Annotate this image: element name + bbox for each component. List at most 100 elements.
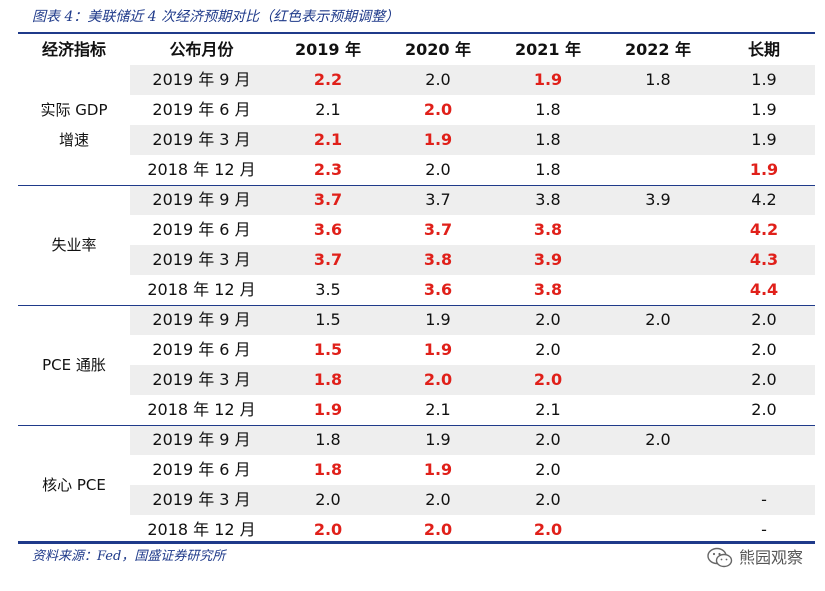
month-cell: 2019 年 6 月 (152, 220, 251, 239)
month-cell: 2019 年 3 月 (152, 130, 251, 149)
table-row: 2019 年 6 月 1.8 1.9 2.0 (130, 455, 815, 485)
header-2022: 2022 年 (624, 40, 692, 59)
value-cell: 2.1 (425, 400, 451, 419)
value-cell: 1.8 (535, 130, 561, 149)
value-cell: 4.2 (751, 190, 777, 209)
group-separator (18, 425, 815, 426)
table-row: 2019 年 6 月 1.5 1.9 2.0 2.0 (130, 335, 815, 365)
value-cell: 2.0 (645, 430, 671, 449)
value-cell: 2.0 (751, 310, 777, 329)
value-cell: 1.8 (313, 370, 343, 389)
value-cell: 3.9 (645, 190, 671, 209)
value-cell: 2.2 (313, 70, 343, 89)
value-cell: 3.5 (315, 280, 341, 299)
indicator-group: 失业率 2019 年 9 月 3.7 3.7 3.8 3.9 4.2 2019 年 6 月 3.… (18, 185, 815, 305)
figure-title: 图表 4：美联储近 4 次经济预期对比（红色表示预期调整） (32, 9, 400, 25)
value-cell: 1.8 (315, 430, 341, 449)
indicator-label: 失业率 (18, 185, 130, 305)
value-cell: 1.9 (751, 130, 777, 149)
header-2021: 2021 年 (514, 40, 582, 59)
value-cell: 4.3 (749, 250, 779, 269)
value-cell: 1.9 (751, 70, 777, 89)
value-cell: 2.0 (751, 370, 777, 389)
value-cell (603, 455, 713, 485)
value-cell: 2.0 (423, 370, 453, 389)
header-2019: 2019 年 (294, 40, 362, 59)
value-cell: 3.8 (533, 220, 563, 239)
value-cell: 1.8 (535, 160, 561, 179)
value-cell: 2.0 (751, 400, 777, 419)
table-row: 2019 年 3 月 2.1 1.9 1.8 1.9 (130, 125, 815, 155)
value-cell: 3.6 (423, 280, 453, 299)
indicator-label: 核心 PCE (18, 425, 130, 545)
indicator-label-line: 增速 (58, 131, 89, 149)
table-row: 2019 年 9 月 1.5 1.9 2.0 2.0 2.0 (130, 305, 815, 335)
value-cell: 2.1 (313, 130, 343, 149)
indicator-label-line: 失业率 (51, 236, 97, 254)
group-separator (18, 305, 815, 306)
value-cell: 1.9 (313, 400, 343, 419)
value-cell: 1.9 (751, 100, 777, 119)
value-cell: 4.2 (749, 220, 779, 239)
month-cell: 2019 年 3 月 (152, 250, 251, 269)
month-cell: 2019 年 3 月 (152, 370, 251, 389)
month-cell: 2018 年 12 月 (147, 160, 256, 179)
month-cell: 2018 年 12 月 (147, 280, 256, 299)
value-cell: 2.0 (645, 310, 671, 329)
value-cell: 2.0 (423, 520, 453, 539)
value-cell (603, 155, 713, 185)
value-cell: 2.3 (313, 160, 343, 179)
value-cell: 3.8 (535, 190, 561, 209)
value-cell: 2.1 (315, 100, 341, 119)
indicator-label-line: PCE 通胀 (42, 356, 106, 374)
month-cell: 2019 年 9 月 (152, 310, 251, 329)
table-row: 2019 年 9 月 3.7 3.7 3.8 3.9 4.2 (130, 185, 815, 215)
group-separator (18, 185, 815, 186)
value-cell: 2.0 (533, 370, 563, 389)
value-cell: 1.9 (423, 460, 453, 479)
month-cell: 2019 年 9 月 (152, 190, 251, 209)
indicator-group: 核心 PCE 2019 年 9 月 1.8 1.9 2.0 2.0 2019 年 6 月 1.… (18, 425, 815, 545)
value-cell: 3.8 (423, 250, 453, 269)
value-cell: 2.0 (313, 520, 343, 539)
value-cell: 2.0 (535, 430, 561, 449)
header-month: 公布月份 (169, 40, 234, 59)
value-cell: 2.0 (425, 160, 451, 179)
table-row: 2018 年 12 月 1.9 2.1 2.1 2.0 (130, 395, 815, 425)
table-row: 2019 年 6 月 3.6 3.7 3.8 4.2 (130, 215, 815, 245)
value-cell: 3.9 (533, 250, 563, 269)
value-cell (603, 335, 713, 365)
value-cell: 2.0 (535, 460, 561, 479)
value-cell: 1.5 (313, 340, 343, 359)
month-cell: 2019 年 6 月 (152, 100, 251, 119)
table-row: 2019 年 9 月 2.2 2.0 1.9 1.8 1.9 (130, 65, 815, 95)
header-indicator: 经济指标 (41, 40, 106, 59)
value-cell: 1.8 (313, 460, 343, 479)
month-cell: 2018 年 12 月 (147, 400, 256, 419)
top-rule (18, 32, 815, 34)
value-cell (603, 215, 713, 245)
header-long-term: 长期 (747, 40, 780, 59)
month-cell: 2019 年 3 月 (152, 490, 251, 509)
value-cell: 1.9 (533, 70, 563, 89)
watermark: 熊园观察 (707, 546, 803, 570)
value-cell: 2.1 (535, 400, 561, 419)
watermark-text: 熊园观察 (738, 548, 803, 567)
month-cell: 2019 年 6 月 (152, 340, 251, 359)
indicator-label: 实际 GDP 增速 (18, 65, 130, 185)
indicator-label: PCE 通胀 (18, 305, 130, 425)
table-row: 2019 年 3 月 1.8 2.0 2.0 2.0 (130, 365, 815, 395)
value-cell: - (761, 490, 767, 509)
month-cell: 2018 年 12 月 (147, 520, 256, 539)
value-cell (603, 95, 713, 125)
value-cell: 1.9 (423, 340, 453, 359)
value-cell: - (761, 520, 767, 539)
value-cell: 1.8 (645, 70, 671, 89)
indicator-label-line: 实际 GDP (40, 101, 108, 119)
value-cell: 3.7 (313, 250, 343, 269)
value-cell: 2.0 (315, 490, 341, 509)
table-row: 2018 年 12 月 3.5 3.6 3.8 4.4 (130, 275, 815, 305)
table-row: 2019 年 6 月 2.1 2.0 1.8 1.9 (130, 95, 815, 125)
value-cell: 4.4 (749, 280, 779, 299)
value-cell: 3.6 (313, 220, 343, 239)
